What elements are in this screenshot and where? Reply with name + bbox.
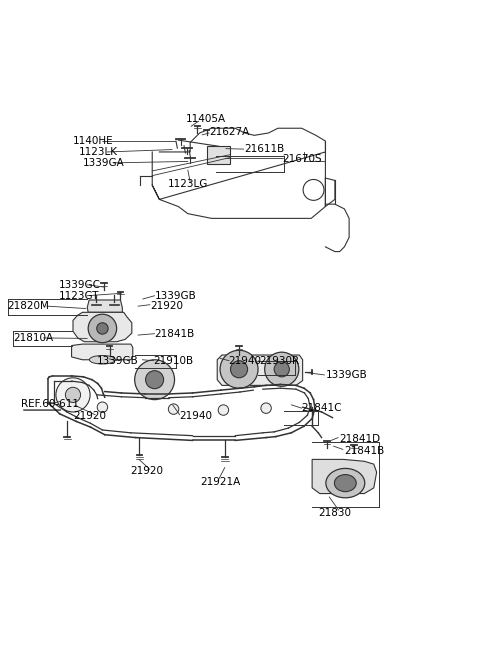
Polygon shape bbox=[217, 355, 302, 385]
Text: 21810A: 21810A bbox=[13, 333, 53, 343]
Text: 1339GB: 1339GB bbox=[325, 370, 367, 380]
Circle shape bbox=[65, 387, 81, 402]
Circle shape bbox=[230, 361, 248, 378]
Text: 21921A: 21921A bbox=[200, 477, 240, 487]
Text: 1339GA: 1339GA bbox=[83, 158, 124, 168]
Text: 21920: 21920 bbox=[150, 301, 183, 311]
Ellipse shape bbox=[335, 475, 356, 492]
FancyBboxPatch shape bbox=[207, 146, 229, 164]
Circle shape bbox=[145, 371, 164, 388]
Text: 21830: 21830 bbox=[318, 508, 351, 517]
Circle shape bbox=[218, 405, 228, 415]
Text: 21841C: 21841C bbox=[301, 403, 342, 413]
Ellipse shape bbox=[89, 356, 116, 364]
Text: REF.60-611: REF.60-611 bbox=[21, 400, 79, 409]
Text: 21940: 21940 bbox=[179, 411, 212, 421]
Circle shape bbox=[261, 403, 271, 413]
Circle shape bbox=[264, 352, 299, 386]
Text: 21841D: 21841D bbox=[340, 434, 381, 444]
Text: 21940: 21940 bbox=[228, 356, 261, 365]
Text: 21920: 21920 bbox=[73, 411, 106, 421]
Circle shape bbox=[56, 378, 90, 412]
Text: 1339GB: 1339GB bbox=[155, 291, 196, 301]
Circle shape bbox=[220, 350, 258, 388]
Polygon shape bbox=[73, 312, 132, 342]
Polygon shape bbox=[312, 459, 377, 494]
Circle shape bbox=[135, 360, 175, 400]
Polygon shape bbox=[87, 300, 122, 312]
Circle shape bbox=[97, 402, 108, 413]
Text: 21627A: 21627A bbox=[209, 127, 250, 137]
Text: 21841B: 21841B bbox=[344, 446, 384, 456]
Circle shape bbox=[168, 404, 179, 415]
Text: 1123LG: 1123LG bbox=[168, 179, 208, 189]
Text: 1339GC: 1339GC bbox=[59, 280, 101, 290]
Ellipse shape bbox=[326, 468, 365, 498]
Text: 1123LK: 1123LK bbox=[79, 147, 118, 157]
Text: 21910B: 21910B bbox=[154, 356, 194, 365]
Polygon shape bbox=[72, 344, 133, 360]
Text: 21841B: 21841B bbox=[155, 329, 195, 339]
Text: 21930R: 21930R bbox=[259, 356, 299, 365]
Text: 11405A: 11405A bbox=[185, 114, 226, 124]
Text: 1339GB: 1339GB bbox=[96, 356, 138, 365]
Text: 1123GT: 1123GT bbox=[59, 291, 99, 301]
Text: 21920: 21920 bbox=[130, 466, 163, 476]
Text: 1140HE: 1140HE bbox=[73, 136, 114, 146]
Circle shape bbox=[96, 323, 108, 334]
Text: 21611B: 21611B bbox=[245, 144, 285, 154]
Text: 21670S: 21670S bbox=[283, 154, 323, 164]
Circle shape bbox=[88, 314, 117, 343]
Circle shape bbox=[274, 362, 289, 377]
Text: 21820M: 21820M bbox=[8, 301, 49, 311]
